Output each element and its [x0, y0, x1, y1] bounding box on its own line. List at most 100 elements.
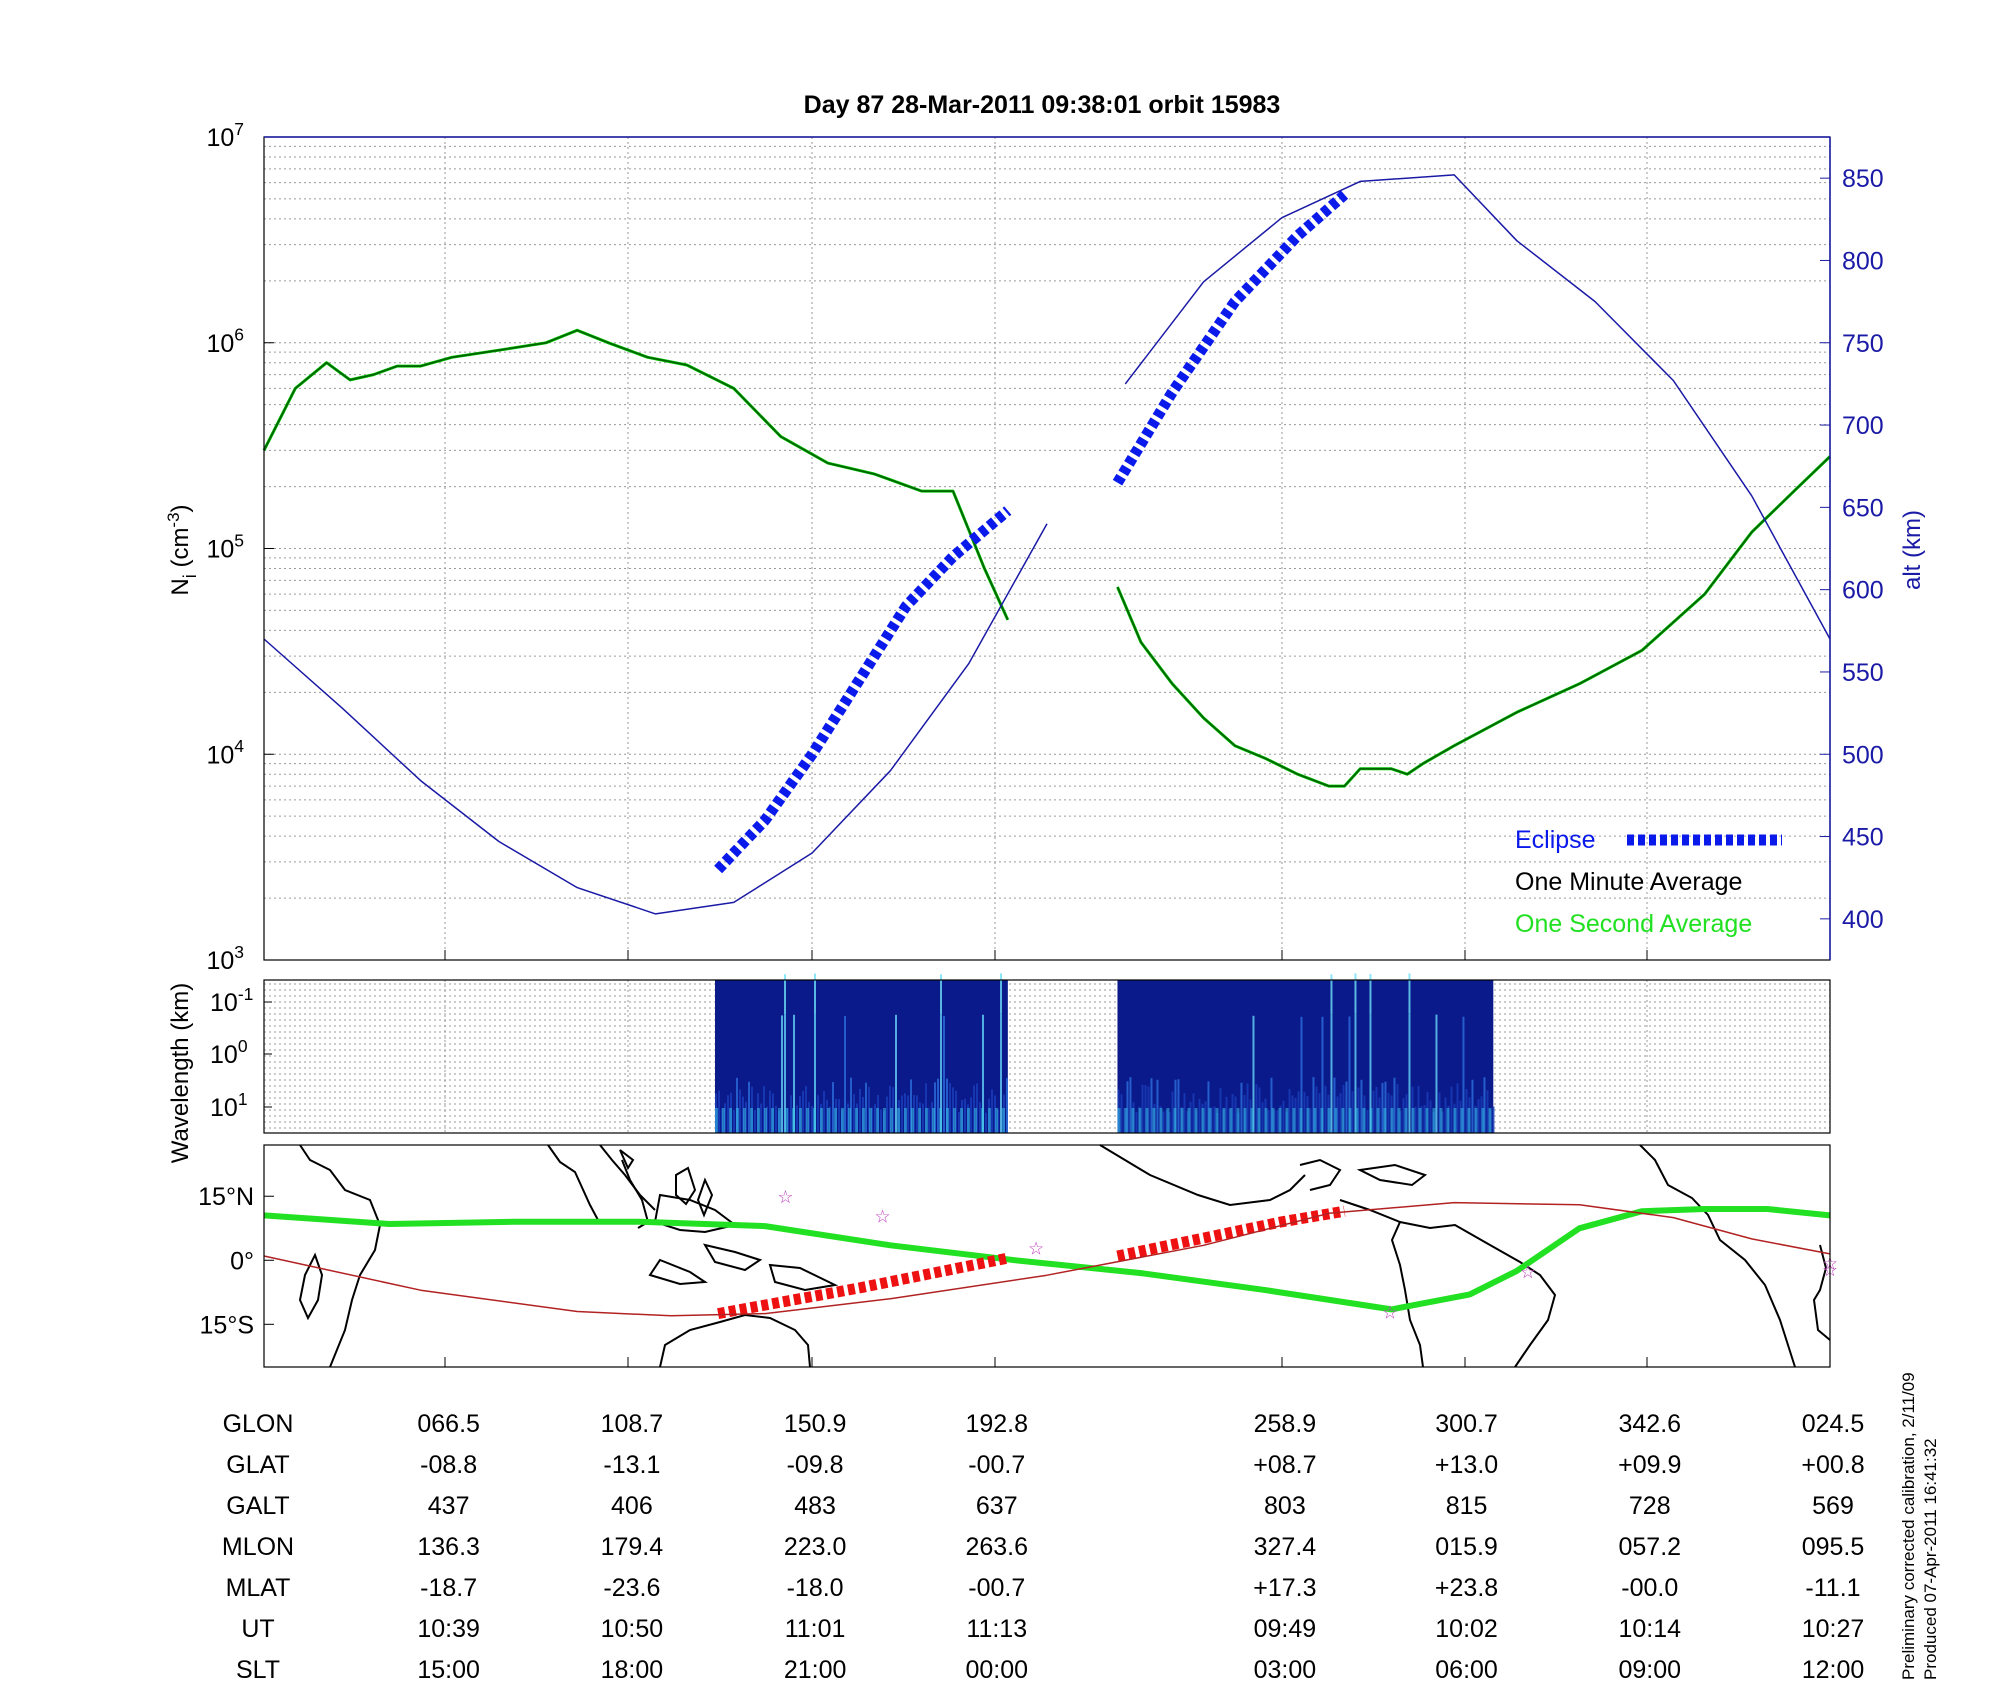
spectrogram-column: [1126, 1081, 1129, 1133]
density-tick-label-base: 10: [206, 124, 234, 152]
table-cell: 342.6: [1618, 1410, 1681, 1438]
wavelength-tick-label-exp: -1: [238, 984, 254, 1004]
spectrogram-column: [844, 1015, 847, 1133]
spectrogram-bottom-band: [1124, 1108, 1128, 1133]
spectrogram-column: [1402, 1098, 1405, 1133]
spectrogram: [715, 973, 1495, 1133]
latitude-tick-label: 0°: [230, 1247, 254, 1275]
spectrogram-bottom-band: [722, 1108, 726, 1133]
altitude-tick-label: 400: [1842, 906, 1884, 934]
panel-frames: [263, 136, 1831, 1368]
spectrogram-column: [796, 1105, 799, 1133]
table-cell: 11:13: [966, 1615, 1027, 1643]
spectrogram-column: [1234, 1096, 1237, 1133]
spectrogram-column: [928, 1107, 931, 1133]
density-axis-label: Ni (cm-3): [164, 504, 200, 595]
altitude-tick-label: 450: [1842, 824, 1884, 852]
spectrogram-column: [1270, 1077, 1273, 1133]
table-cell: 637: [976, 1492, 1018, 1520]
coastline: [648, 1258, 708, 1286]
table-cell: 12:00: [1802, 1656, 1865, 1684]
spectrogram-column: [859, 1088, 862, 1133]
density-tick-label: 104: [206, 736, 244, 769]
star-marker: ☆: [1028, 1238, 1044, 1258]
altitude-tick-label: 500: [1842, 741, 1884, 769]
spectrogram-bottom-band: [1117, 1108, 1121, 1133]
spectrogram-bottom-band: [834, 1108, 838, 1133]
table-row-label: GLAT: [226, 1451, 289, 1479]
spectrogram-column: [790, 1095, 793, 1133]
table-row-label: MLON: [222, 1533, 294, 1561]
spectrogram-bottom-band: [1488, 1108, 1492, 1133]
spectrogram-bottom-band: [890, 1108, 894, 1133]
spectrogram-bottom-band: [904, 1108, 908, 1133]
coastline: [696, 1177, 714, 1218]
coastline: [1099, 1144, 1306, 1207]
table-cell: +08.7: [1253, 1451, 1316, 1479]
spectrogram-column: [1324, 1085, 1327, 1133]
spectrogram-column: [1174, 1079, 1177, 1133]
table-cell: 18:00: [601, 1656, 664, 1684]
spectrogram-column: [754, 1109, 757, 1133]
legend-label: Eclipse: [1515, 826, 1596, 854]
star-marker: ☆: [1520, 1262, 1536, 1282]
spectrogram-column: [1333, 1077, 1336, 1133]
spectrogram-column: [1360, 1079, 1363, 1133]
spectrogram-column: [943, 1015, 946, 1133]
spectrogram-column: [718, 1090, 721, 1133]
spectrogram-block: [1117, 973, 1495, 1133]
spectrogram-bottom-band: [1418, 1108, 1422, 1133]
table-cell: 483: [794, 1492, 836, 1520]
spectrogram-column: [793, 1014, 796, 1133]
magnetic-equator-line: [263, 1201, 1831, 1317]
altitude-tick-label: 650: [1842, 494, 1884, 522]
coastline: [659, 1313, 811, 1368]
wavelength-tick-label-exp: 0: [238, 1036, 248, 1056]
spectrogram-bottom-band: [1159, 1108, 1163, 1133]
spectrogram-column: [1141, 1084, 1144, 1133]
spectrogram-column: [982, 1014, 985, 1133]
table-cell: 09:00: [1618, 1656, 1681, 1684]
spectrogram-column: [958, 1112, 961, 1133]
series-layer: ☆☆☆☆☆ ☆☆: [262, 174, 1838, 1323]
spectrogram-column: [1429, 1100, 1432, 1133]
spectrogram-bottom-band: [1285, 1108, 1289, 1133]
spectrogram-burst: [1000, 973, 1003, 1014]
spectrogram-column: [1000, 1013, 1003, 1133]
table-cell: 223.0: [784, 1533, 847, 1561]
spectrogram-column: [865, 1082, 868, 1133]
spectrogram-bottom-band: [1425, 1108, 1429, 1133]
coastline: [1299, 1158, 1342, 1191]
spectrogram-column: [850, 1077, 853, 1133]
table-cell: +17.3: [1253, 1574, 1316, 1602]
spectrogram-column: [1006, 1078, 1009, 1133]
table-cell: 150.9: [784, 1410, 847, 1438]
spectrogram-column: [838, 1098, 841, 1133]
spectrogram-bottom-band: [1467, 1108, 1471, 1133]
spectrogram-bottom-band: [1474, 1108, 1478, 1133]
spectrogram-column: [1348, 1016, 1351, 1133]
table-cell: 815: [1446, 1492, 1488, 1520]
spectrogram-column: [1423, 1104, 1426, 1133]
spectrogram-bottom-band: [1215, 1108, 1219, 1133]
spectrogram-bottom-band: [1362, 1108, 1366, 1133]
spectrogram-column: [907, 1095, 910, 1133]
spectrogram-bottom-band: [918, 1108, 922, 1133]
spectrogram-column: [1387, 1092, 1390, 1133]
table-row-label: MLAT: [226, 1574, 291, 1602]
spectrogram-bottom-band: [1208, 1108, 1212, 1133]
wavelength-tick-label-exp: 1: [238, 1089, 248, 1109]
table-cell: 10:14: [1618, 1615, 1681, 1643]
altitude-axis-label: alt (km): [1899, 510, 1926, 590]
spectrogram-column: [1486, 1090, 1489, 1133]
panel-frame: [263, 979, 1831, 1134]
spectrogram-column: [1450, 1086, 1453, 1133]
spectrogram-column: [1366, 1109, 1369, 1133]
spectrogram-bottom-band: [981, 1108, 985, 1133]
spectrogram-column: [1435, 1014, 1438, 1133]
spectrogram-bottom-band: [1229, 1108, 1233, 1133]
table-cell: 15:00: [417, 1656, 480, 1684]
altitude-tick-label: 750: [1842, 330, 1884, 358]
coastline: [1390, 1221, 1424, 1368]
spectrogram-column: [1477, 1099, 1480, 1133]
